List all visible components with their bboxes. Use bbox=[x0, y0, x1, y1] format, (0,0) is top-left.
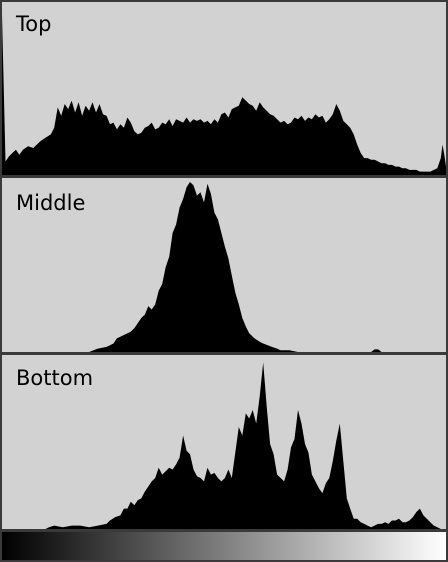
panel-divider bbox=[0, 175, 448, 178]
panel-label-top: Top bbox=[15, 12, 51, 36]
histogram-area-bottom bbox=[2, 362, 446, 529]
panel-label-middle: Middle bbox=[16, 191, 85, 215]
panel-divider bbox=[0, 352, 448, 355]
luminance-gradient-bar bbox=[2, 532, 446, 560]
histogram-panel-top: Top bbox=[2, 2, 446, 175]
histogram-area-top bbox=[2, 14, 446, 175]
histogram-panel-middle: Middle bbox=[2, 178, 446, 352]
histogram-panel-bottom: Bottom bbox=[2, 355, 446, 529]
panel-label-bottom: Bottom bbox=[16, 366, 93, 390]
histogram-area-middle bbox=[2, 182, 446, 352]
panel-divider bbox=[0, 529, 448, 532]
